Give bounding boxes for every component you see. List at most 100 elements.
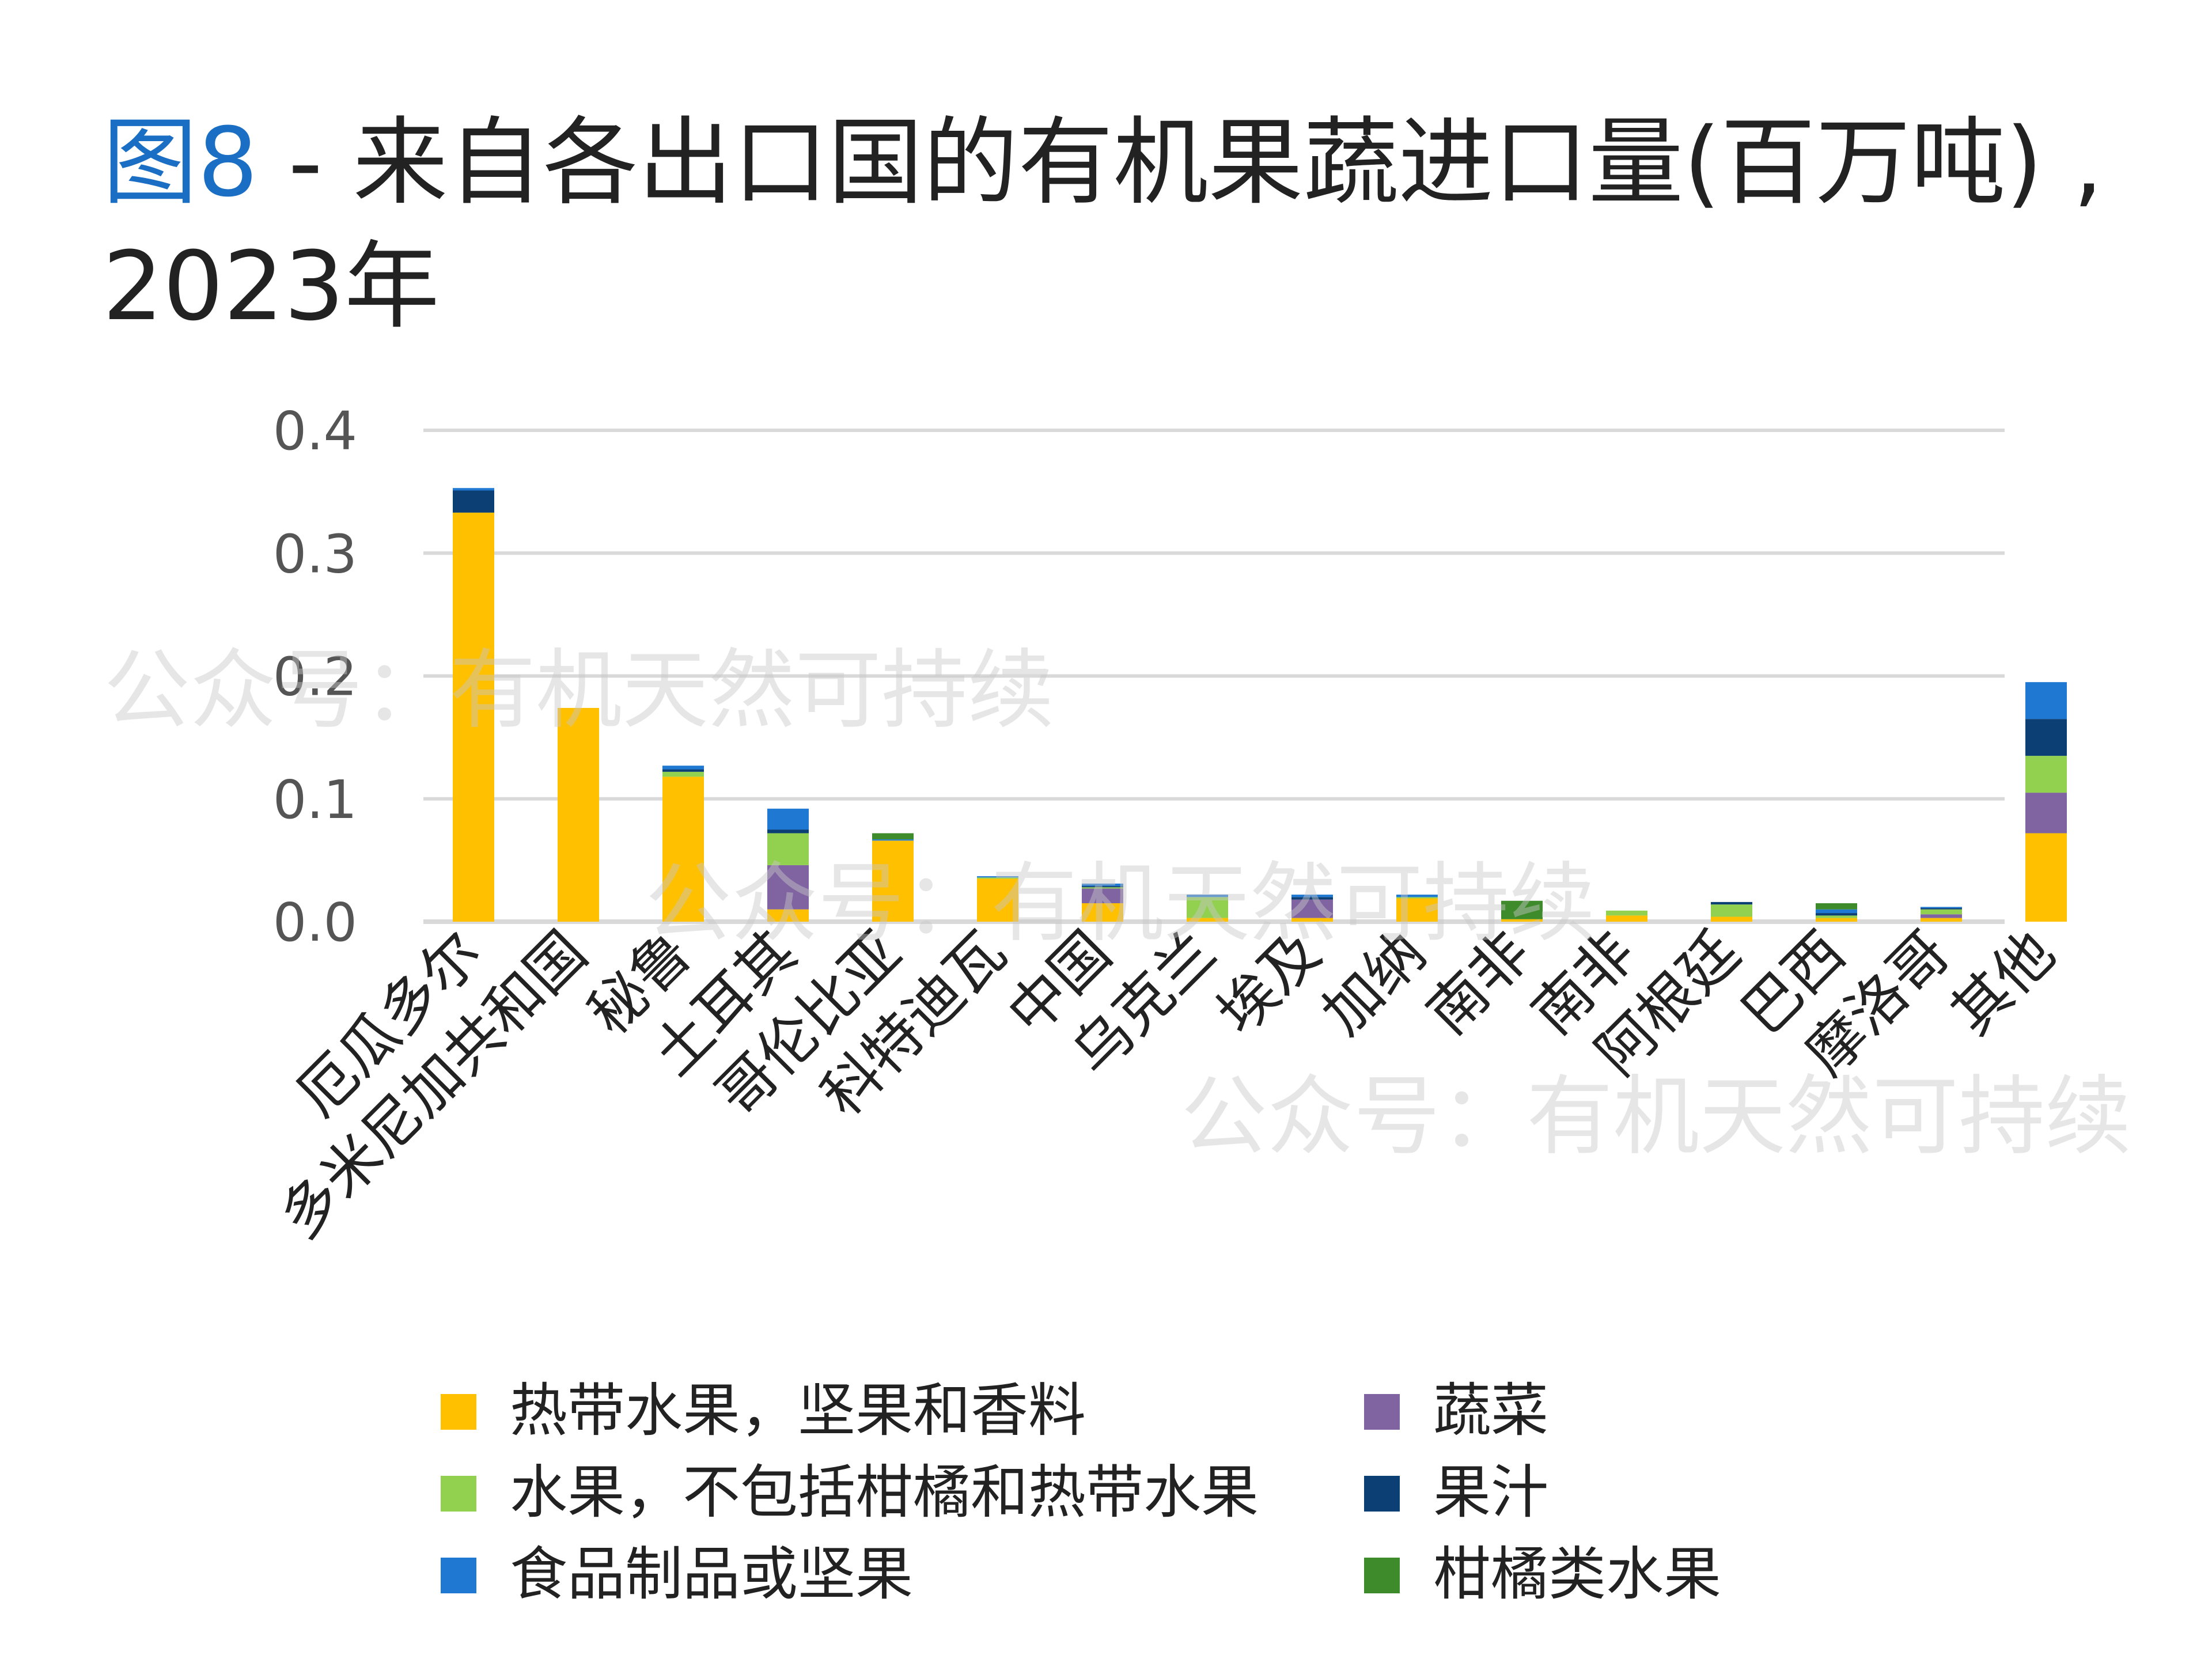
bar-segment-fruit xyxy=(2025,756,2067,793)
bar-segment-fruit xyxy=(767,833,809,865)
bar-stack xyxy=(1082,883,1123,922)
bar-segment-citrus xyxy=(1501,900,1543,919)
bar-stack xyxy=(2025,682,2067,922)
bar-segment-fruit xyxy=(1187,897,1228,918)
bar-segment-juice xyxy=(453,490,494,513)
bar-segment-juice xyxy=(2025,719,2067,756)
bar-segment-tropical xyxy=(767,909,809,922)
bar-segment-food_products xyxy=(453,488,494,491)
bar-segment-tropical xyxy=(662,777,704,922)
bar-stack xyxy=(1921,907,1962,922)
bar-stack xyxy=(1711,902,1752,922)
bar-segment-fruit xyxy=(1711,904,1752,917)
legend-item: 水果，不包括柑橘和热带水果 xyxy=(441,1459,1259,1526)
legend-label: 柑橘类水果 xyxy=(1433,1540,1721,1608)
bar-segment-food_products xyxy=(1187,895,1228,897)
figure-label: 图8 xyxy=(103,107,258,218)
bar-segment-food_products xyxy=(1396,895,1438,897)
bar-segment-vegetables xyxy=(1082,888,1123,904)
bar-segment-food_products xyxy=(767,808,809,830)
bar-segment-tropical xyxy=(1501,919,1543,922)
bar-segment-citrus xyxy=(1816,903,1857,910)
bar-stack xyxy=(1606,910,1647,922)
bar-segment-tropical xyxy=(1711,916,1752,922)
watermark-text: 公众号：有机天然可持续 xyxy=(645,854,1596,954)
bar-segment-tropical xyxy=(1187,918,1228,922)
y-tick-label: 0.4 xyxy=(273,400,357,462)
bar-segment-food_products xyxy=(1082,883,1123,887)
bar-segment-juice xyxy=(1816,913,1857,916)
bar-segment-vegetables xyxy=(1921,914,1962,918)
bar-segment-food_products xyxy=(1291,895,1333,897)
bar-segment-fruit xyxy=(977,877,1018,879)
bar-segment-juice xyxy=(1291,897,1333,900)
bar-segment-tropical xyxy=(558,707,599,922)
bar-stack xyxy=(453,488,494,922)
legend-label: 蔬菜 xyxy=(1433,1377,1548,1444)
title-text: - 来自各出口国的有机果蔬进口量(百万吨) , xyxy=(257,107,2104,218)
x-category-label: 其他 xyxy=(1938,918,2067,1047)
legend-item: 果汁 xyxy=(1364,1459,1548,1526)
y-tick-label: 0.3 xyxy=(273,523,357,585)
bar-segment-tropical xyxy=(1291,918,1333,922)
bar-segment-juice xyxy=(767,830,809,834)
bar-segment-food_products xyxy=(2025,682,2067,719)
bars xyxy=(453,488,2067,922)
bar-segment-vegetables xyxy=(767,865,809,910)
legend-label: 热带水果，坚果和香料 xyxy=(510,1377,1086,1444)
bar-stack xyxy=(977,876,1018,922)
bar-segment-tropical xyxy=(977,878,1018,922)
legend-item: 食品制品或坚果 xyxy=(441,1540,913,1608)
bar-segment-food_products xyxy=(977,876,1018,878)
bar-segment-juice xyxy=(1921,908,1962,910)
watermark-text: 公众号：有机天然可持续 xyxy=(1181,1067,2131,1167)
bar-segment-juice xyxy=(1082,886,1123,888)
bar-stack xyxy=(1291,895,1333,922)
bar-segment-tropical xyxy=(453,512,494,922)
bar-stack xyxy=(1187,895,1228,922)
bar-stack xyxy=(1816,903,1857,922)
bar-segment-food_products xyxy=(662,766,704,770)
legend-swatch xyxy=(1364,1476,1400,1512)
legend-label: 水果，不包括柑橘和热带水果 xyxy=(510,1459,1259,1526)
bar-segment-fruit xyxy=(1396,897,1438,899)
legend-swatch xyxy=(441,1558,476,1593)
bar-stack xyxy=(1501,900,1543,922)
watermark-text: 公众号：有机天然可持续 xyxy=(104,641,1054,741)
y-tick-label: 0.2 xyxy=(273,646,357,708)
legend-label: 食品制品或坚果 xyxy=(510,1540,913,1608)
bar-segment-vegetables xyxy=(2025,793,2067,834)
y-tick-label: 0.1 xyxy=(273,769,357,831)
bar-segment-tropical xyxy=(1606,915,1647,922)
bar-segment-juice xyxy=(1711,902,1752,905)
bar-segment-citrus xyxy=(872,833,914,840)
bar-segment-tropical xyxy=(1082,903,1123,922)
bar-segment-food_products xyxy=(1816,909,1857,914)
legend-swatch xyxy=(441,1394,476,1430)
bar-segment-tropical xyxy=(1921,918,1962,922)
legend-item: 柑橘类水果 xyxy=(1364,1540,1721,1608)
bar-segment-tropical xyxy=(2025,833,2067,922)
bar-segment-juice xyxy=(662,769,704,772)
bar-segment-tropical xyxy=(872,840,914,922)
bar-segment-fruit xyxy=(1606,910,1647,916)
bar-segment-fruit xyxy=(1082,887,1123,889)
legend-swatch xyxy=(1364,1558,1400,1593)
legend-swatch xyxy=(1364,1394,1400,1430)
bar-stack xyxy=(662,766,704,922)
chart-title: 图8 - 来自各出口国的有机果蔬进口量(百万吨) , 2023年 xyxy=(103,101,2119,349)
bar-segment-food_products xyxy=(872,839,914,841)
bar-segment-fruit xyxy=(1921,909,1962,915)
bar-segment-fruit xyxy=(662,771,704,777)
legend-label: 果汁 xyxy=(1433,1459,1548,1526)
bar-segment-fruit xyxy=(1816,915,1857,918)
bar-segment-tropical xyxy=(1396,898,1438,922)
bar-stack xyxy=(767,808,809,922)
y-tick-label: 0.0 xyxy=(273,892,357,953)
bar-segment-vegetables xyxy=(1291,899,1333,918)
bar-segment-tropical xyxy=(1816,918,1857,922)
bar-stack xyxy=(872,833,914,922)
legend-swatch xyxy=(441,1476,476,1512)
